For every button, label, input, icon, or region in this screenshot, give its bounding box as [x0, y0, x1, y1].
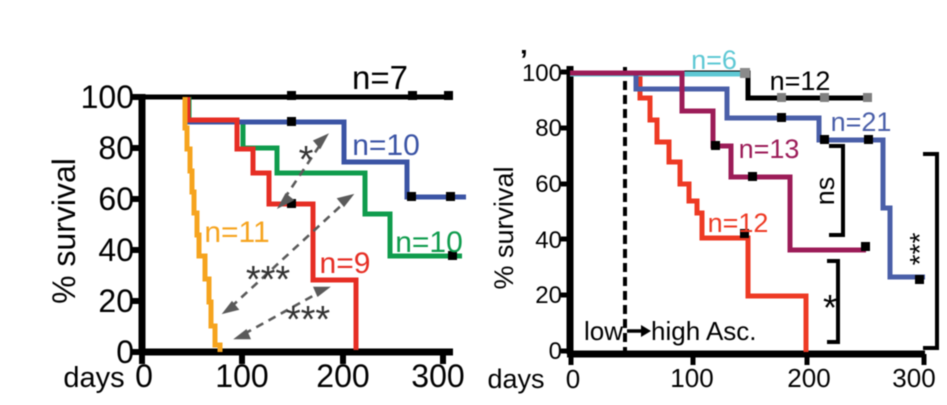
svg-text:ns: ns [810, 177, 840, 206]
svg-text:80: 80 [535, 115, 562, 142]
svg-text:0: 0 [549, 338, 562, 365]
svg-text:*: * [823, 287, 837, 328]
svg-text:high Asc.: high Asc. [651, 316, 757, 346]
svg-text:40: 40 [98, 232, 134, 268]
svg-text:100: 100 [670, 363, 713, 393]
svg-text:n=10: n=10 [352, 129, 420, 162]
svg-text:n=21: n=21 [831, 107, 892, 137]
svg-text:20: 20 [98, 283, 134, 319]
svg-text:n=10: n=10 [395, 226, 463, 259]
svg-text:low: low [584, 316, 623, 346]
svg-text:0: 0 [135, 358, 153, 394]
svg-text:300: 300 [892, 363, 935, 393]
svg-text:100: 100 [81, 79, 134, 115]
svg-text:n=12: n=12 [770, 66, 831, 96]
svg-text:n=11: n=11 [204, 216, 269, 249]
svg-text:80: 80 [98, 130, 134, 166]
svg-text:60: 60 [98, 181, 134, 217]
svg-text:n=12: n=12 [708, 208, 769, 238]
svg-text:300: 300 [411, 358, 464, 394]
svg-text:0: 0 [116, 334, 134, 370]
svg-text:40: 40 [535, 227, 562, 254]
svg-text:n=13: n=13 [739, 134, 800, 164]
svg-text:***: *** [904, 233, 935, 266]
svg-text:100: 100 [215, 358, 268, 394]
svg-text:0: 0 [566, 364, 580, 394]
svg-text:days: days [63, 362, 124, 394]
svg-text:days: days [487, 364, 544, 394]
svg-text:n=9: n=9 [320, 247, 371, 280]
svg-text:’: ’ [520, 44, 528, 75]
svg-text:200: 200 [787, 363, 830, 393]
svg-text:***: *** [286, 299, 331, 341]
svg-text:200: 200 [316, 358, 369, 394]
svg-text:% survival: % survival [489, 166, 519, 289]
svg-text:20: 20 [535, 282, 562, 309]
svg-text:% survival: % survival [46, 158, 82, 304]
svg-text:***: *** [246, 259, 291, 301]
svg-text:n=6: n=6 [691, 45, 737, 75]
svg-text:*: * [299, 139, 314, 181]
svg-text:60: 60 [535, 171, 562, 198]
svg-text:n=7: n=7 [352, 59, 408, 96]
svg-text:100: 100 [522, 60, 562, 87]
